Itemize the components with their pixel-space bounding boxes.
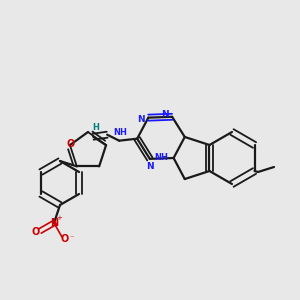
Text: O: O bbox=[67, 139, 75, 149]
Text: O: O bbox=[32, 227, 40, 237]
Text: +: + bbox=[56, 215, 62, 221]
Text: N: N bbox=[146, 162, 154, 171]
Text: ⁻: ⁻ bbox=[70, 233, 74, 242]
Text: N: N bbox=[50, 218, 58, 228]
Text: H: H bbox=[93, 123, 100, 132]
Text: N: N bbox=[137, 115, 145, 124]
Text: O: O bbox=[61, 234, 69, 244]
Text: NH: NH bbox=[113, 128, 127, 137]
Text: N: N bbox=[161, 110, 169, 119]
Text: NH: NH bbox=[155, 154, 169, 163]
